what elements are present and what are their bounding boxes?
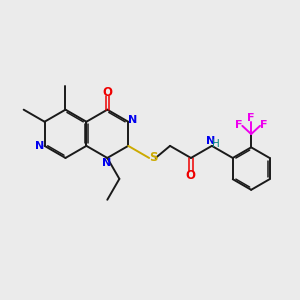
Text: H: H	[212, 139, 220, 149]
Text: N: N	[101, 158, 111, 168]
Text: N: N	[206, 136, 215, 146]
Text: O: O	[185, 169, 195, 182]
Text: S: S	[150, 151, 158, 164]
Text: N: N	[35, 142, 44, 152]
Text: N: N	[128, 115, 137, 125]
Text: O: O	[102, 86, 112, 99]
Text: F: F	[248, 112, 255, 123]
Text: F: F	[260, 120, 267, 130]
Text: F: F	[235, 120, 242, 130]
